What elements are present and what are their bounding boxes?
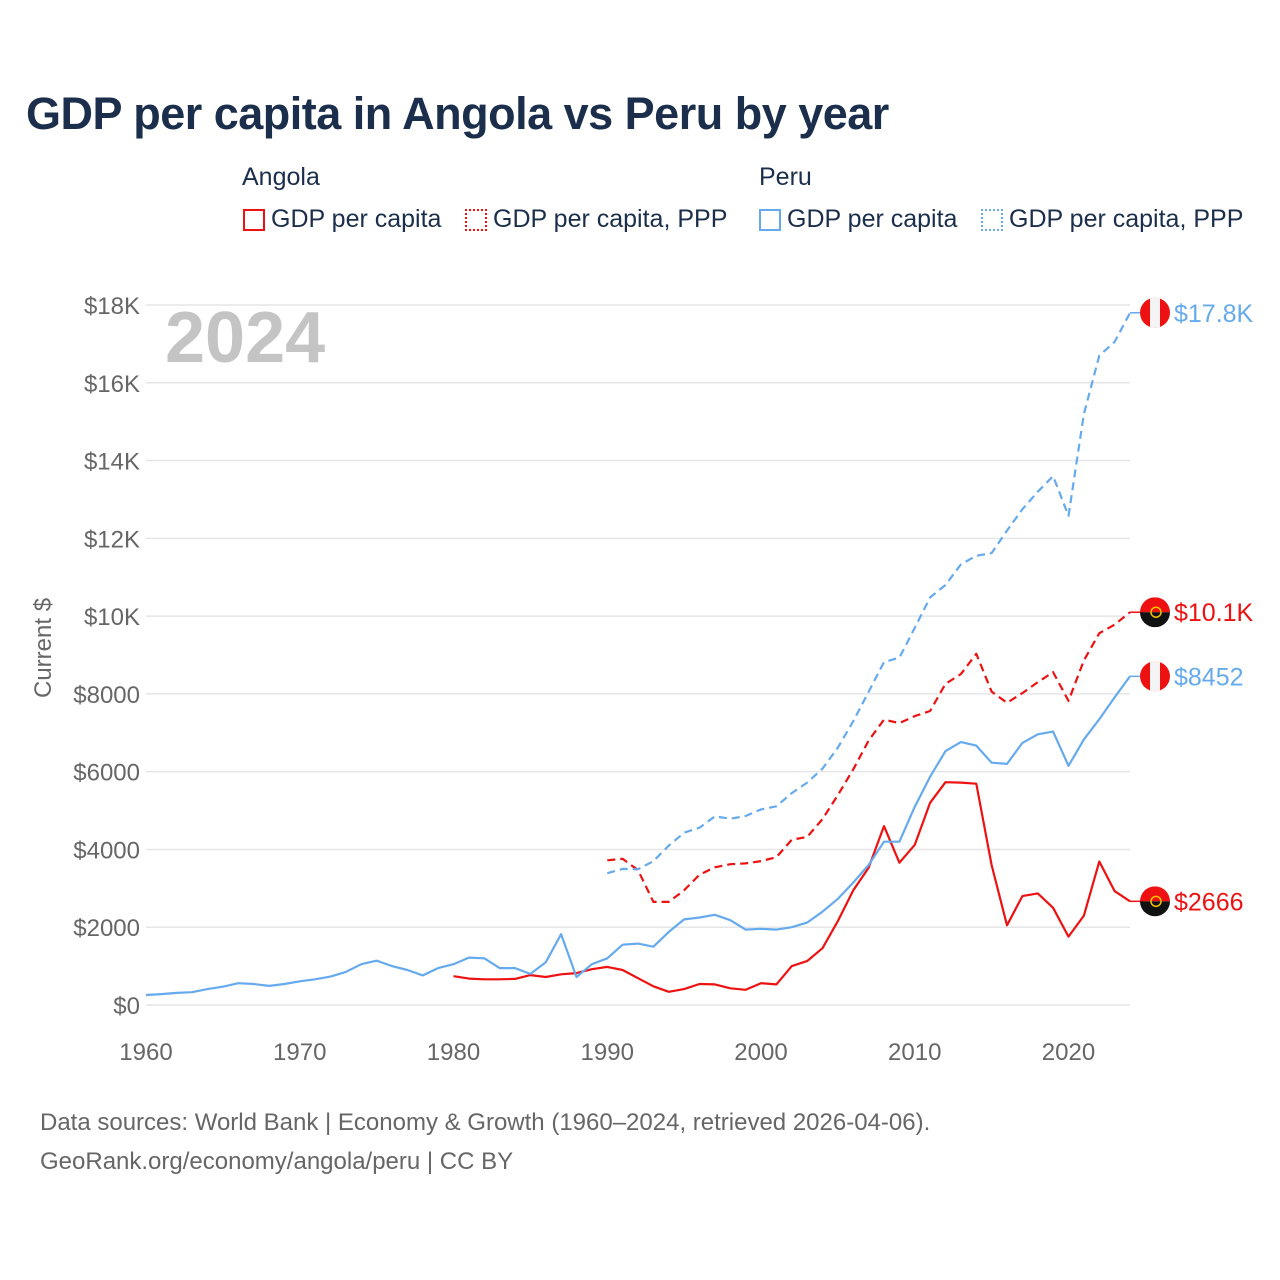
legend-swatch-solid [243,208,265,231]
x-tick-label: 1990 [581,1039,634,1066]
legend-group-peru: Peru [759,163,812,191]
x-tick-label: 1970 [273,1039,326,1066]
end-value-label: $8452 [1174,663,1244,691]
x-tick-label: 1960 [119,1039,172,1066]
peru-flag-icon [1140,297,1170,328]
legend-label: GDP per capita, PPP [493,205,728,233]
legend-swatch-dotted [981,208,1003,231]
legend-group-angola: Angola [242,163,320,191]
footer-link[interactable]: GeoRank.org/economy/angola/peru | CC BY [40,1148,514,1175]
y-tick-label: $14K [84,449,140,476]
legend-swatch-solid [759,208,781,231]
legend-label: GDP per capita, PPP [1009,205,1244,233]
legend-peru-gdp-ppp[interactable]: GDP per capita, PPP [981,205,1243,234]
y-tick-label: $4000 [73,837,140,864]
x-tick-label: 2010 [888,1039,941,1066]
angola-flag-icon [1140,597,1170,628]
y-tick-label: $8000 [73,682,140,709]
y-tick-label: $0 [113,993,140,1020]
series-line-angola-gdp-per-capita [453,781,1131,993]
end-value-label: $10.1K [1174,599,1254,627]
legend-angola-gdp[interactable]: GDP per capita [243,205,441,234]
legend-angola-gdp-ppp[interactable]: GDP per capita, PPP [465,205,727,234]
x-tick-label: 2000 [734,1039,787,1066]
y-tick-label: $6000 [73,760,140,787]
legend-label: GDP per capita [271,205,442,233]
end-value-label: $2666 [1174,888,1244,916]
angola-flag-icon [1140,886,1170,917]
peru-flag-icon [1140,661,1170,692]
y-tick-label: $12K [84,526,140,553]
x-tick-label: 2020 [1042,1039,1095,1066]
year-watermark: 2024 [165,298,325,378]
end-value-label: $17.8K [1174,300,1254,328]
chart-title: GDP per capita in Angola vs Peru by year [26,88,889,139]
x-tick-label: 1980 [427,1039,480,1066]
footer-sources: Data sources: World Bank | Economy & Gro… [40,1109,931,1136]
y-tick-label: $16K [84,371,140,398]
series-line-angola-gdp-per-capita-ppp [607,611,1131,904]
legend-peru-gdp[interactable]: GDP per capita [759,205,957,234]
y-tick-label: $10K [84,604,140,631]
legend-label: GDP per capita [787,205,958,233]
y-tick-label: $2000 [73,915,140,942]
y-tick-label: $18K [84,293,140,320]
series-line-peru-gdp-per-capita [145,675,1131,997]
series-line-peru-gdp-per-capita-ppp [607,312,1131,875]
legend-swatch-dotted [465,208,487,231]
